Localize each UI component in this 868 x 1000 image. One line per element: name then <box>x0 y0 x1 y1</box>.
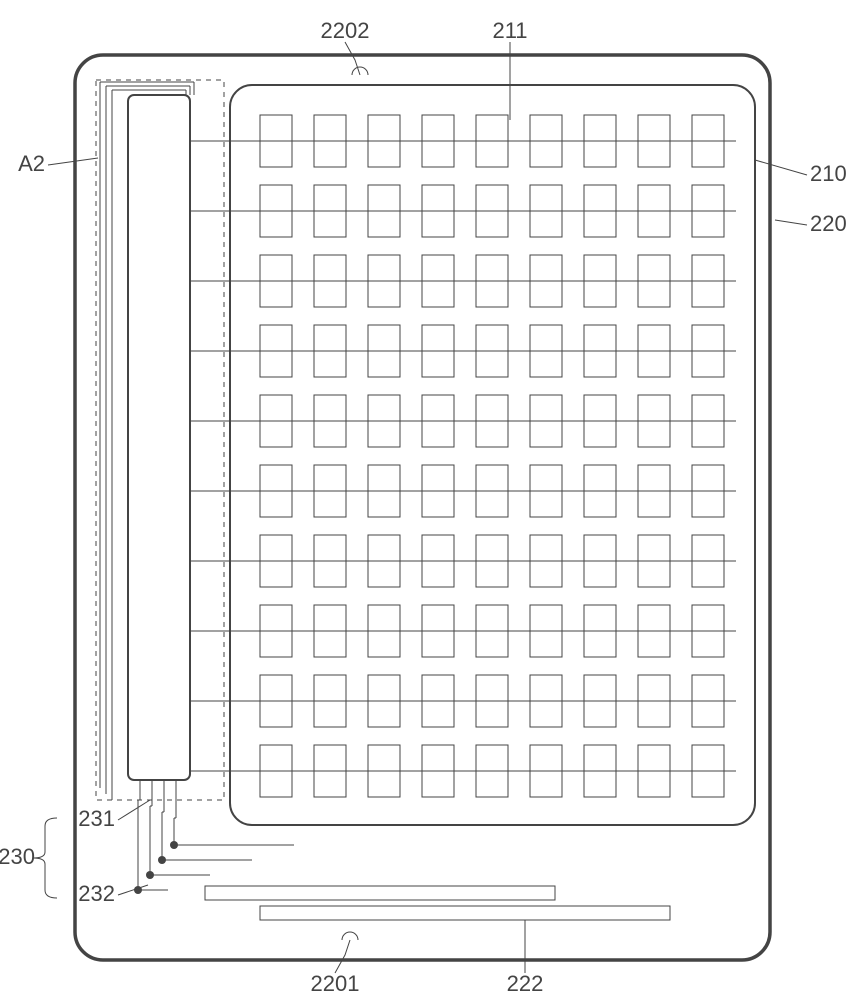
dashed-region-a2 <box>96 80 224 800</box>
label-2201: 2201 <box>311 971 360 996</box>
leader-L231 <box>118 800 150 820</box>
label-210: 210 <box>810 161 847 186</box>
label-220: 220 <box>810 211 847 236</box>
label-232: 232 <box>78 881 115 906</box>
leader-L220 <box>775 220 807 225</box>
label-211: 211 <box>492 18 527 43</box>
bottom-bar-222 <box>260 906 670 920</box>
bottom-bar <box>205 886 555 900</box>
label-2202: 2202 <box>321 18 370 43</box>
label-222: 222 <box>507 971 544 996</box>
brace-230 <box>33 818 57 898</box>
driver-bar <box>128 95 190 780</box>
leader-L2202 <box>345 42 360 75</box>
junction-dot <box>146 871 154 879</box>
junction-dot <box>158 856 166 864</box>
leader-L210 <box>755 160 807 175</box>
label-A2: A2 <box>18 151 45 176</box>
label-231: 231 <box>78 806 115 831</box>
leader-LA2 <box>48 158 98 165</box>
junction-dot <box>170 841 178 849</box>
display-frame <box>230 85 755 825</box>
label-230: 230 <box>0 844 35 869</box>
leader-L2201 <box>335 940 350 973</box>
